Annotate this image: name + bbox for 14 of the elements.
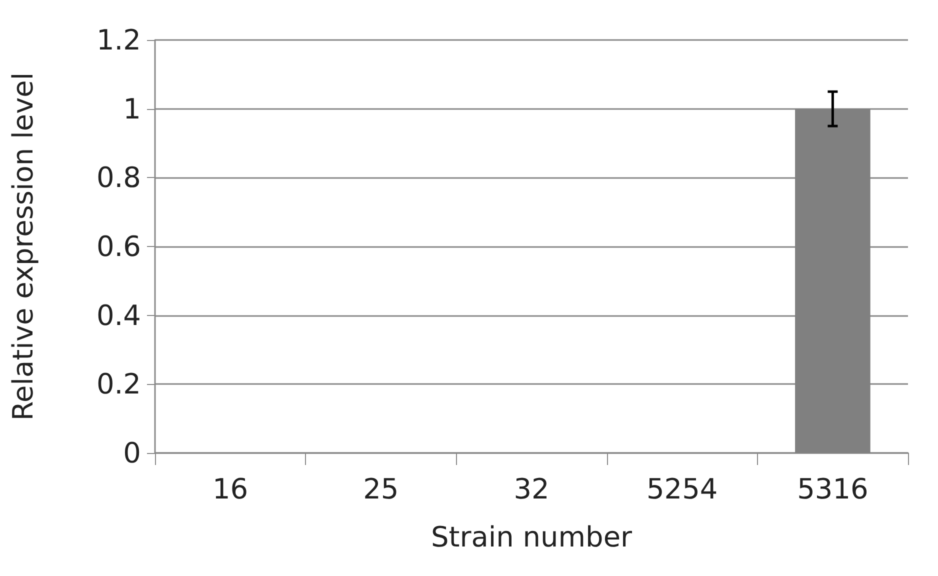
y-tick-label: 1 (123, 92, 141, 126)
y-axis-title: Relative expression level (6, 72, 40, 421)
x-tick-label: 5254 (646, 472, 718, 506)
y-tick-label: 0.4 (96, 298, 141, 332)
y-tick-label: 0.6 (96, 230, 141, 263)
x-tick-label: 32 (514, 472, 550, 506)
x-tick-label: 16 (212, 472, 248, 506)
y-tick-label: 0.2 (96, 368, 141, 401)
x-axis-title: Strain number (430, 520, 633, 554)
x-tick-label: 5316 (797, 472, 868, 506)
y-tick-label: 1.2 (96, 24, 141, 56)
y-tick-label: 0 (123, 436, 141, 470)
x-tick-label: 25 (363, 472, 399, 506)
y-tick-label: 0.8 (96, 161, 141, 194)
